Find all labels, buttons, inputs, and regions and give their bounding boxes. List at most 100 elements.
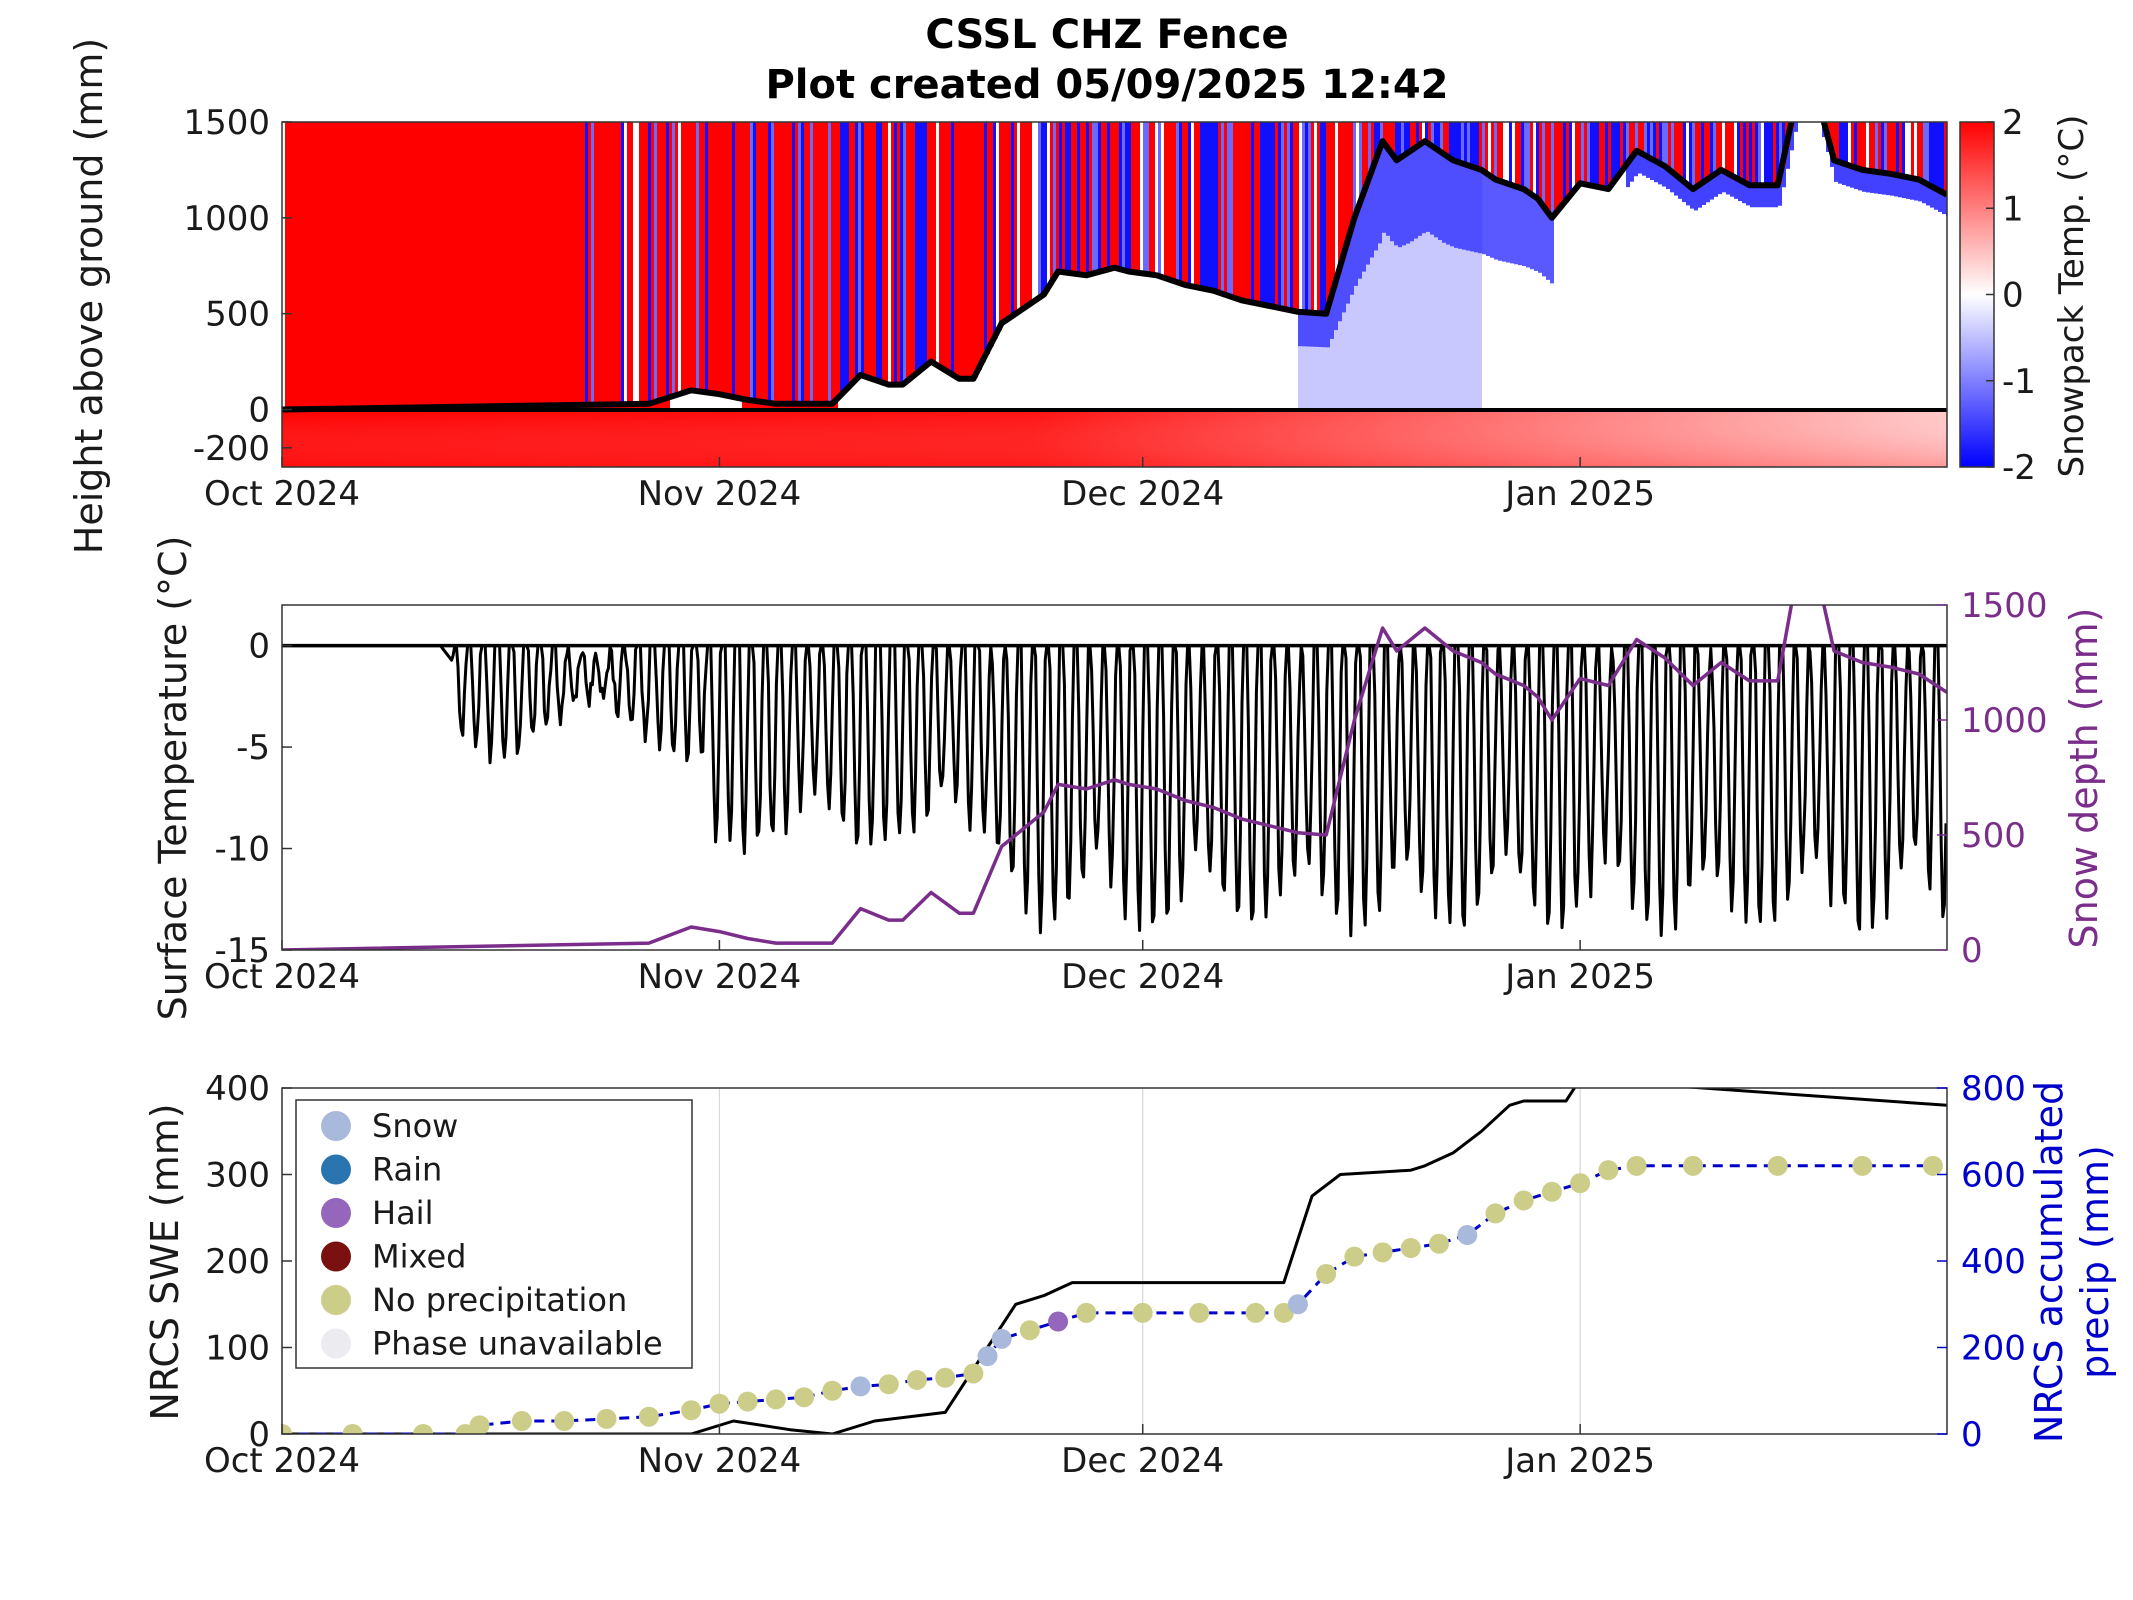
- heatmap-snowpack-column: [1694, 188, 1698, 410]
- heatmap-snowpack-column: [1498, 180, 1502, 410]
- heatmap-snowpack-column: [1370, 175, 1374, 410]
- heatmap-snowpack-column: [1762, 185, 1766, 410]
- heatmap-cold-surface-layer: [1330, 300, 1334, 339]
- heatmap-snowpack-column: [1122, 269, 1126, 410]
- heatmap-cold-surface-layer: [1686, 183, 1690, 206]
- heatmap-cold-stripe: [951, 122, 954, 374]
- heatmap-snowpack-column: [1482, 170, 1486, 410]
- heatmap-snowpack-column: [950, 373, 954, 410]
- heatmap-cold-stripe: [1374, 122, 1377, 165]
- y-tick-label: -15: [214, 931, 270, 971]
- heatmap-cold-surface-layer: [1642, 153, 1646, 176]
- heatmap-snowpack-column: [1786, 146, 1790, 410]
- heatmap-cold-surface-layer: [1494, 178, 1498, 260]
- heatmap-snowpack-column: [1206, 289, 1210, 410]
- heatmap-cold-stripe: [855, 122, 858, 381]
- heatmap-snowpack-column: [1046, 291, 1050, 410]
- heatmap-cold-stripe: [1044, 122, 1047, 295]
- heatmap-cold-surface-layer: [1386, 145, 1390, 236]
- heatmap-cold-stripe: [843, 122, 846, 393]
- precip-phase-marker: [822, 1380, 843, 1401]
- panel-3-ylabel: NRCS SWE (mm): [143, 1103, 187, 1420]
- heatmap-snowpack-column: [1114, 267, 1118, 410]
- heatmap-cold-surface-layer: [1478, 168, 1482, 254]
- y2-tick-label: 0: [1961, 931, 1983, 971]
- heatmap-cold-stripe: [1314, 122, 1317, 313]
- heatmap-snowpack-column: [874, 379, 878, 410]
- heatmap-snowpack-column: [1218, 292, 1222, 410]
- heatmap-cold-stripe: [1086, 122, 1089, 276]
- heatmap-snowpack-column: [1650, 158, 1654, 410]
- panel-1-x-ticks: Oct 2024 Nov 2024 Dec 2024 Jan 2025: [204, 457, 1655, 514]
- heatmap-snowpack-column: [686, 391, 690, 410]
- heatmap-cold-stripe: [1065, 122, 1068, 273]
- heatmap-snowpack-column: [1306, 312, 1310, 410]
- heatmap-snowpack-column: [978, 369, 982, 410]
- heatmap-cold-surface-layer: [1802, 73, 1806, 95]
- heatmap-snowpack-column: [898, 384, 902, 410]
- heatmap-snowpack-column: [1938, 189, 1942, 410]
- heatmap-cold-surface-layer: [1766, 185, 1770, 208]
- heatmap-cold-stripe: [1536, 122, 1539, 198]
- heatmap-cold-stripe: [1278, 122, 1281, 308]
- heatmap-snowpack-column: [1426, 141, 1430, 410]
- heatmap-snowpack-column: [1770, 185, 1774, 410]
- heatmap-snowpack-column: [1054, 278, 1058, 410]
- precip-phase-marker: [991, 1328, 1012, 1349]
- heatmap-snowpack-column: [1802, 122, 1806, 411]
- heatmap-snowpack-column: [1594, 186, 1598, 410]
- heatmap-snowpack-column: [1430, 144, 1434, 410]
- heatmap-snowpack-column: [1678, 176, 1682, 410]
- heatmap-snowpack-column: [1510, 184, 1514, 410]
- heatmap-cold-stripe: [1260, 122, 1263, 305]
- heatmap-snowpack-column: [1414, 148, 1418, 411]
- heatmap-cold-surface-layer: [1790, 128, 1794, 151]
- heatmap-cold-surface-layer: [1678, 176, 1682, 199]
- heatmap-cold-stripe: [921, 122, 924, 370]
- heatmap-cold-surface-layer: [1370, 175, 1374, 258]
- legend-marker: [321, 1111, 351, 1141]
- heatmap-cold-stripe: [1923, 122, 1926, 182]
- heatmap-cold-surface-layer: [1714, 174, 1718, 197]
- heatmap-cold-surface-layer: [1402, 156, 1406, 246]
- heatmap-snowpack-column: [1294, 310, 1298, 410]
- heatmap-cold-stripe: [1503, 122, 1506, 183]
- heatmap-snowpack-column: [970, 378, 974, 410]
- precip-phase-marker: [1076, 1302, 1097, 1323]
- y-tick-label: -10: [214, 830, 270, 870]
- heatmap-snowpack-column: [1826, 130, 1830, 410]
- heatmap-snowpack-column: [1278, 307, 1282, 410]
- heatmap-snowpack-column: [1902, 176, 1906, 410]
- heatmap-cold-stripe: [1128, 122, 1131, 272]
- heatmap-snowpack-column: [1230, 296, 1234, 410]
- heatmap-snowpack-column: [1730, 174, 1734, 410]
- heatmap-cold-stripe: [1473, 122, 1476, 168]
- heatmap-snowpack-column: [1310, 312, 1314, 410]
- heatmap-snowpack-column: [1734, 176, 1738, 410]
- heatmap-cold-surface-layer: [1366, 186, 1370, 265]
- heatmap-cold-surface-layer: [1474, 167, 1478, 253]
- heatmap-cold-surface-layer: [1342, 259, 1346, 313]
- heatmap-cold-surface-layer: [1490, 175, 1494, 258]
- heatmap-cold-stripe: [1401, 122, 1404, 158]
- heatmap-snowpack-column: [1030, 303, 1034, 410]
- heatmap-snowpack-column: [1922, 181, 1926, 410]
- heatmap-cold-surface-layer: [1898, 175, 1902, 198]
- heatmap-cold-stripe: [1929, 122, 1932, 186]
- heatmap-snowpack-column: [1898, 175, 1902, 410]
- heatmap-snowpack-column: [1190, 285, 1194, 410]
- y2-tick-label: 0: [1961, 1415, 1983, 1455]
- heatmap-snowpack-column: [1910, 177, 1914, 410]
- heatmap-cold-stripe: [1647, 122, 1650, 157]
- heatmap-cold-stripe: [1665, 122, 1668, 167]
- heatmap-cold-stripe: [1119, 122, 1122, 269]
- heatmap-cold-surface-layer: [1486, 173, 1490, 256]
- heatmap-snowpack-column: [1886, 173, 1890, 410]
- heatmap-cold-surface-layer: [1890, 173, 1894, 196]
- heatmap-cold-surface-layer: [1726, 172, 1730, 195]
- heatmap-cold-stripe: [672, 122, 675, 397]
- heatmap-cold-surface-layer: [1706, 180, 1710, 203]
- precip-phase-marker: [638, 1406, 659, 1427]
- heatmap-cold-stripe: [1227, 122, 1230, 296]
- heatmap-cold-surface-layer: [1926, 183, 1930, 206]
